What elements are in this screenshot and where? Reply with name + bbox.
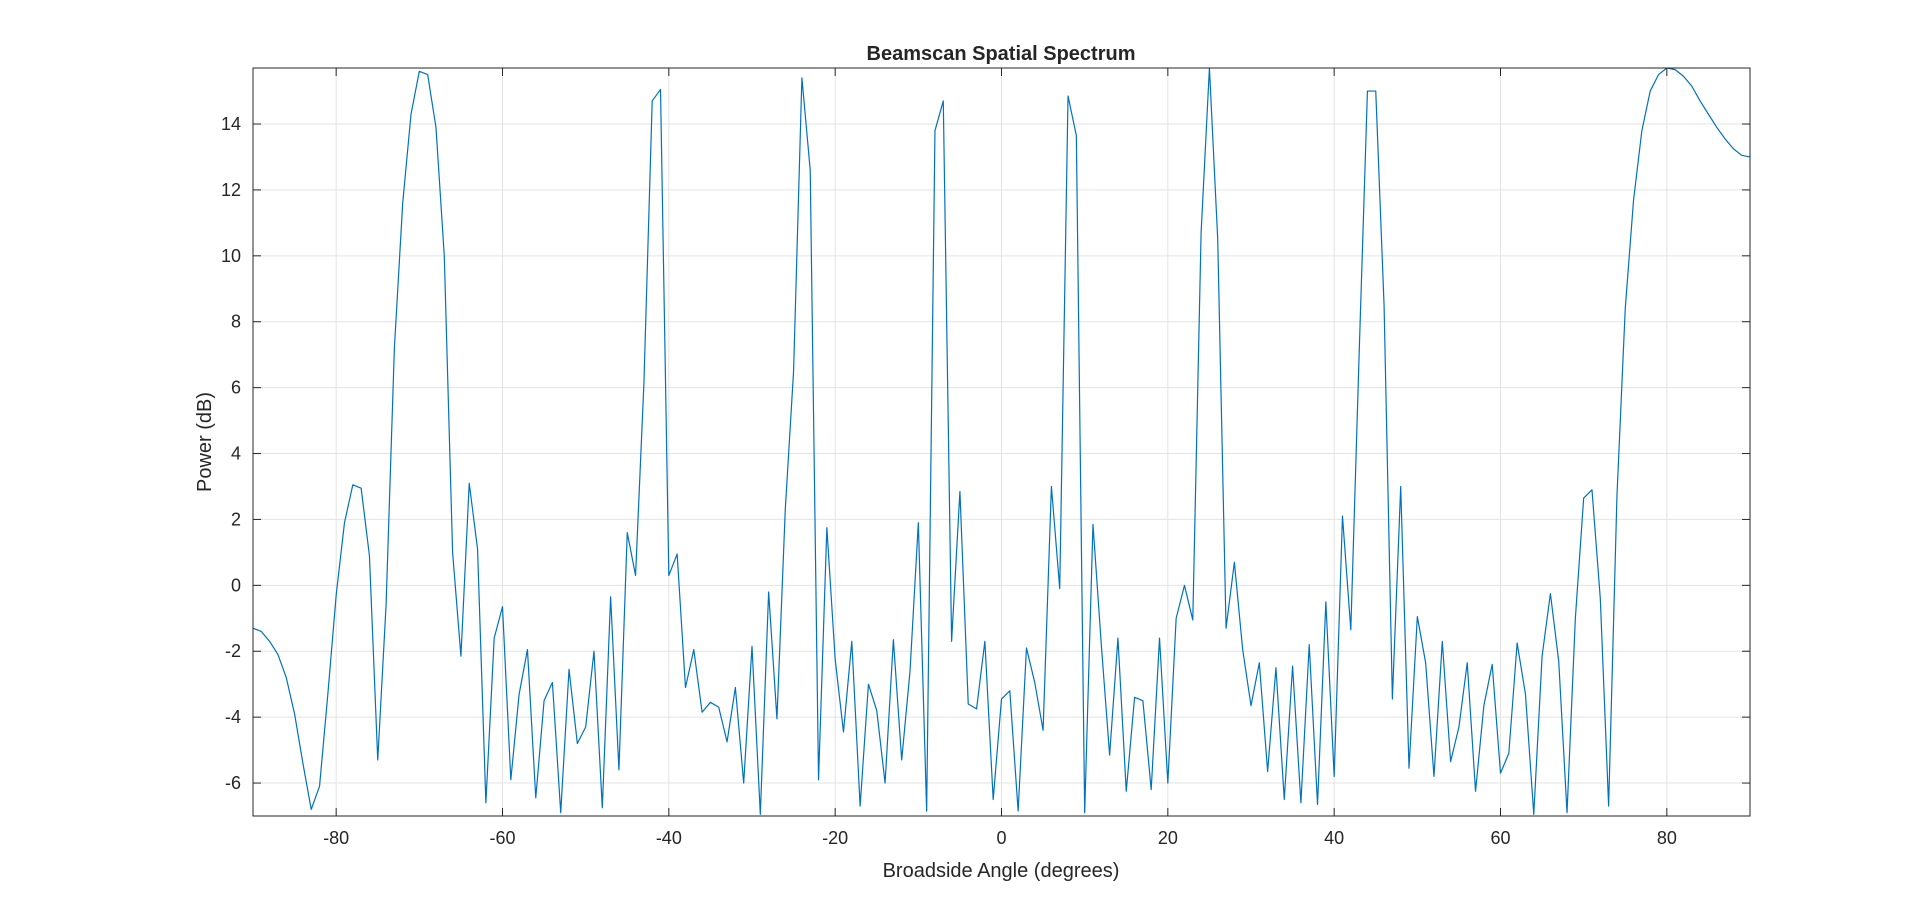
y-tick-labels: -6 -4 -2 0 2 4 6 8 10 12 14 xyxy=(221,114,241,793)
y-tick-label: 0 xyxy=(231,575,241,595)
x-tick-label: -80 xyxy=(323,828,349,848)
x-tick-label: 0 xyxy=(996,828,1006,848)
x-tick-label: -40 xyxy=(656,828,682,848)
chart-title: Beamscan Spatial Spectrum xyxy=(867,43,1136,65)
y-tick-label: 6 xyxy=(231,378,241,398)
x-tick-label: 80 xyxy=(1657,828,1677,848)
x-tick-label: 20 xyxy=(1158,828,1178,848)
y-tick-label: 10 xyxy=(221,246,241,266)
y-tick-label: -6 xyxy=(225,773,241,793)
x-axis-label: Broadside Angle (degrees) xyxy=(883,860,1120,882)
y-axis-label: Power (dB) xyxy=(194,392,216,492)
y-tick-label: 8 xyxy=(231,312,241,332)
y-tick-label: 14 xyxy=(221,114,241,134)
series-layer xyxy=(253,68,1750,815)
plot-frame xyxy=(252,67,1751,817)
y-tick-label: 2 xyxy=(231,509,241,529)
x-tick-label: -20 xyxy=(822,828,848,848)
x-tick-labels: -80 -60 -40 -20 0 20 40 60 80 xyxy=(323,828,1677,848)
x-tick-label: 40 xyxy=(1324,828,1344,848)
x-tick-label: 60 xyxy=(1490,828,1510,848)
y-tick-label: -2 xyxy=(225,641,241,661)
series-line-1 xyxy=(253,68,1750,815)
grid xyxy=(253,68,1750,816)
y-tick-label: 4 xyxy=(231,444,241,464)
tick-marks xyxy=(253,68,1750,816)
x-tick-label: -60 xyxy=(489,828,515,848)
y-tick-label: 12 xyxy=(221,180,241,200)
y-tick-label: -4 xyxy=(225,707,241,727)
